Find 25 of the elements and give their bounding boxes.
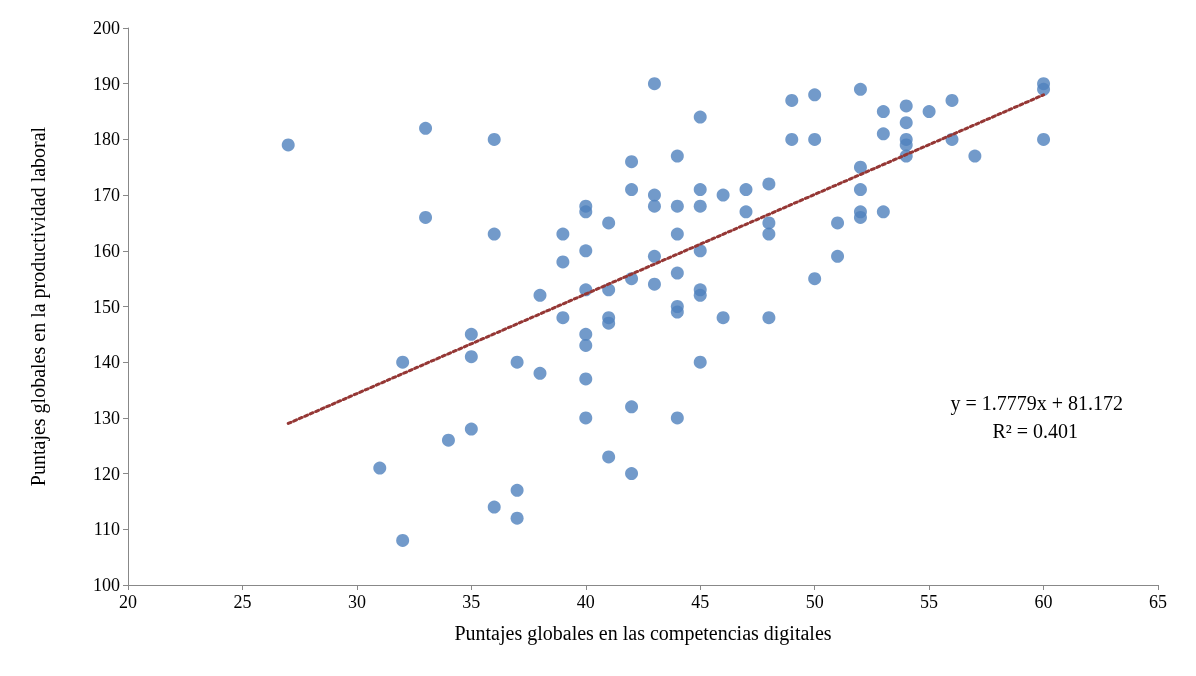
x-tick-label: 60 xyxy=(1034,592,1053,612)
y-tick-label: 150 xyxy=(93,296,120,317)
y-tick-label: 120 xyxy=(93,463,120,484)
x-axis-title: Puntajes globales en las competencias digitales xyxy=(454,622,832,645)
x-tick-label: 45 xyxy=(691,592,710,612)
y-tick-label: 190 xyxy=(93,73,120,94)
y-tick-label: 110 xyxy=(93,519,120,540)
x-tick-label: 35 xyxy=(462,592,481,612)
y-axis-title: Puntajes globales en la productividad laboral xyxy=(27,126,50,487)
y-tick-label: 200 xyxy=(93,18,120,38)
x-tick-label: 65 xyxy=(1149,592,1167,612)
y-tick-label: 180 xyxy=(93,129,120,150)
y-tick-label: 130 xyxy=(93,407,120,428)
x-tick-label: 50 xyxy=(805,592,824,612)
x-tick-label: 40 xyxy=(576,592,595,612)
x-tick-label: 55 xyxy=(920,592,939,612)
y-tick-label: 140 xyxy=(93,352,120,373)
y-tick-label: 160 xyxy=(93,240,120,261)
annotation: y = 1.7779x + 81.172 xyxy=(950,392,1123,415)
annotation: R² = 0.401 xyxy=(992,420,1079,442)
x-tick-label: 20 xyxy=(119,592,137,612)
x-tick-label: 30 xyxy=(347,592,366,612)
y-tick-label: 100 xyxy=(93,575,120,595)
y-tick-label: 170 xyxy=(93,185,120,206)
x-tick-label: 25 xyxy=(233,592,252,612)
